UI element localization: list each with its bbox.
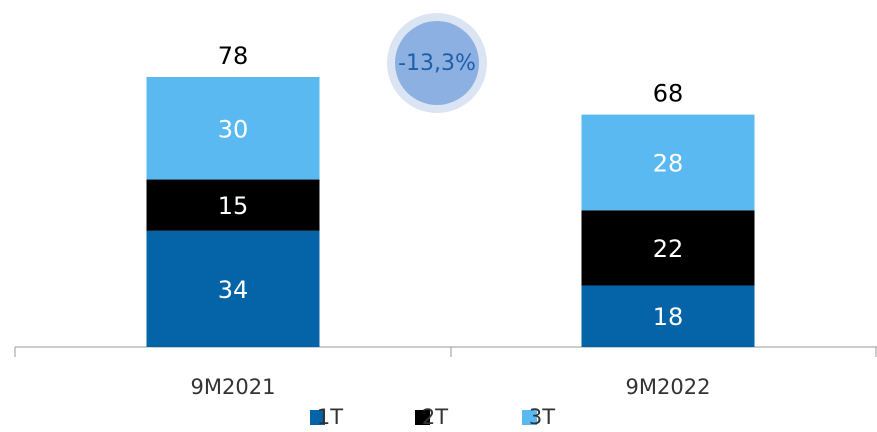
- bar-segment: [581, 285, 755, 347]
- legend-label: 2T: [422, 405, 448, 429]
- bar-segment: [146, 179, 320, 231]
- value-label: 28: [653, 149, 684, 177]
- value-label: 18: [653, 303, 684, 331]
- legend-swatch: [415, 410, 430, 425]
- bar-segment: [581, 114, 755, 211]
- value-label: 34: [218, 276, 249, 304]
- value-label: 22: [653, 235, 684, 263]
- total-label: 78: [218, 42, 249, 70]
- bar-segment: [581, 210, 755, 286]
- value-label: 30: [218, 115, 249, 143]
- legend-label: 3T: [529, 405, 555, 429]
- bar-segment: [146, 77, 320, 180]
- annotation: -13,3%: [398, 51, 476, 76]
- x-tick-label: 9M2021: [191, 375, 276, 399]
- legend-label: 1T: [317, 405, 343, 429]
- legend-swatch: [310, 410, 325, 425]
- x-tick-label: 9M2022: [626, 375, 711, 399]
- total-label: 68: [653, 80, 684, 108]
- legend-swatch: [522, 410, 537, 425]
- bar-segment: [146, 230, 320, 347]
- annotation-circle: [395, 21, 479, 105]
- value-label: 15: [218, 192, 249, 220]
